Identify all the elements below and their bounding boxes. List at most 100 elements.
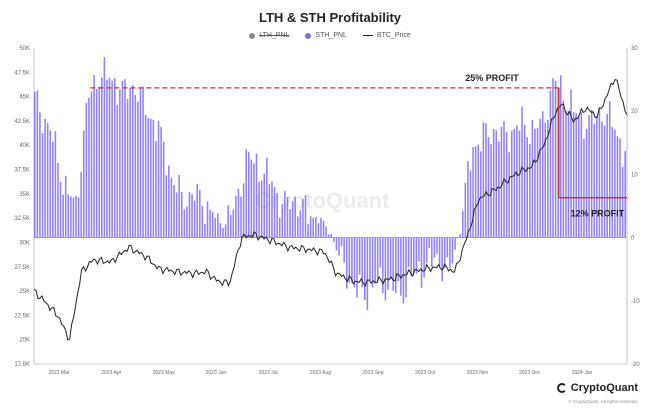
sth-bar (229, 214, 232, 238)
sth-bar (242, 183, 245, 238)
right-tick-label: 0 (631, 236, 635, 242)
sth-bar (204, 223, 206, 238)
sth-bar (325, 226, 327, 238)
sth-bar (64, 175, 67, 238)
x-tick-label: 2023 Apr (101, 370, 121, 376)
sth-bar (137, 101, 139, 238)
sth-bar (485, 123, 487, 238)
sth-bar (554, 80, 557, 238)
sth-bar (144, 114, 147, 238)
sth-bar (222, 227, 224, 238)
right-tick-label: -10 (631, 299, 640, 305)
sth-bar (160, 126, 162, 238)
legend-swatch-sth (305, 32, 312, 39)
sth-bar (333, 237, 335, 242)
sth-bar (312, 217, 314, 238)
left-tick-label: 37.5K (14, 168, 30, 174)
sth-bar (322, 220, 325, 238)
sth-bar (44, 118, 46, 238)
sth-bar (495, 130, 498, 238)
left-tick-label: 20K (19, 338, 30, 344)
sth-bar (487, 136, 490, 238)
x-tick-label: 2023 Mar (48, 370, 69, 376)
left-tick-label: 50K (19, 46, 30, 52)
sth-bar (413, 237, 415, 274)
sth-bar (338, 237, 340, 256)
sth-bar (188, 191, 191, 238)
left-tick-label: 47.5K (14, 70, 30, 76)
left-tick-label: 32.5K (14, 216, 30, 222)
sth-bar (454, 237, 456, 250)
sth-bar (562, 100, 565, 238)
sth-bar (186, 206, 188, 238)
sth-bar (168, 165, 170, 238)
sth-bar (361, 237, 363, 288)
sth-bar (41, 133, 44, 238)
right-tick-label: 30 (631, 46, 638, 52)
legend-item-sth[interactable]: STH_PNL (305, 32, 347, 39)
sth-bar (217, 213, 219, 238)
sth-bar (418, 237, 420, 262)
sth-bar (345, 237, 348, 289)
legend-item-lth[interactable]: LTH_PNL (249, 32, 289, 39)
sth-bar (315, 217, 317, 238)
sth-bar (387, 237, 389, 290)
sth-bar (394, 237, 397, 294)
sth-bar (456, 237, 459, 239)
sth-bar (227, 205, 229, 238)
sth-bar (477, 144, 480, 238)
sth-bar (397, 237, 400, 281)
legend-label-lth: LTH_PNL (259, 32, 290, 39)
sth-bar (258, 181, 260, 238)
sth-bar (88, 97, 90, 238)
sth-bar (449, 237, 451, 268)
sth-bar (173, 185, 175, 238)
sth-bar (82, 130, 85, 238)
sth-bar (255, 153, 258, 238)
sth-bar (46, 123, 49, 238)
sth-bar (500, 127, 503, 238)
sth-bar (34, 91, 36, 238)
sth-bar (199, 189, 201, 238)
sth-bar (619, 138, 621, 238)
sth-bar (348, 237, 351, 283)
sth-bar (611, 127, 614, 238)
sth-bar (75, 195, 77, 238)
sth-bar (273, 187, 276, 238)
sth-bar (567, 110, 570, 238)
sth-bar (39, 112, 41, 238)
sth-bar (379, 237, 382, 268)
sth-bar (505, 132, 508, 238)
left-tick-label: 45K (19, 95, 30, 101)
sth-bar (356, 237, 358, 298)
sth-bar (59, 182, 62, 238)
annotation-12-profit: 12% PROFIT (571, 209, 625, 219)
sth-bar (402, 237, 405, 304)
sth-bar (302, 198, 304, 238)
sth-bar (317, 223, 320, 238)
x-tick-label: 2023 Nov (467, 370, 489, 376)
sth-bar (436, 237, 438, 254)
legend-item-btc[interactable]: BTC_Price (362, 32, 411, 39)
sth-bar (523, 124, 526, 238)
left-tick-label: 30K (19, 240, 30, 246)
sth-bar (534, 128, 536, 238)
sth-bar (268, 184, 271, 238)
sth-bar (170, 177, 173, 238)
sth-bar (147, 117, 149, 238)
sth-bar (142, 86, 144, 238)
sth-bar (438, 237, 441, 267)
sth-bar (211, 211, 214, 238)
sth-bar (614, 129, 616, 238)
sth-bar (428, 237, 431, 248)
sth-bar (289, 209, 291, 238)
sth-bar (384, 237, 387, 301)
sth-bar (165, 175, 168, 238)
sth-bar (420, 237, 423, 288)
sth-bar (552, 78, 554, 238)
x-tick-label: 2024 Jan (572, 370, 593, 376)
sth-bar (459, 234, 461, 238)
sth-bar (382, 237, 384, 293)
sth-bar (126, 98, 129, 238)
